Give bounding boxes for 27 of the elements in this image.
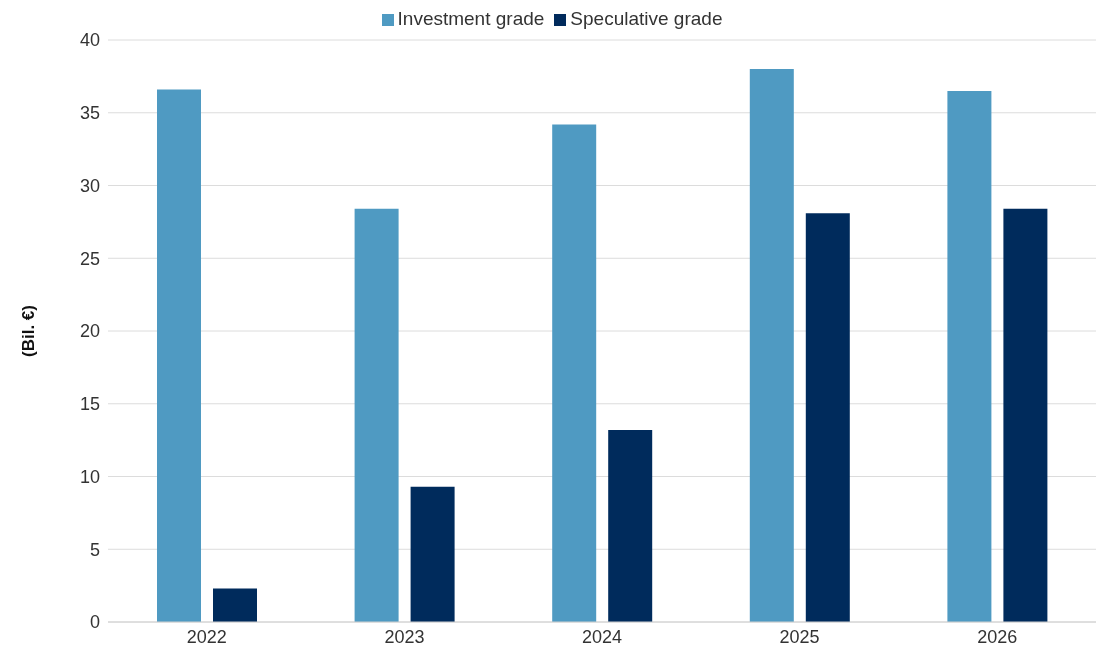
legend-label: Speculative grade [570,8,723,29]
x-tick-label: 2026 [977,626,1018,647]
bar [157,89,201,622]
y-tick-label: 30 [79,175,100,196]
bar [213,588,257,622]
x-tick-label: 2025 [779,626,820,647]
bar [749,69,794,622]
bar [410,486,455,622]
x-tick-label: 2023 [384,626,425,647]
y-tick-label: 10 [79,466,100,487]
bar [805,213,850,622]
bar [552,124,597,622]
legend-label: Investment grade [397,8,545,29]
y-tick-label: 25 [79,248,100,269]
y-tick-label: 35 [79,103,100,124]
bar [947,90,992,622]
x-tick-label: 2022 [186,626,227,647]
bar [608,429,653,622]
y-tick-label: 40 [79,30,100,51]
x-tick-label: 2024 [581,626,623,647]
bar [1003,208,1048,622]
y-tick-label: 5 [89,539,100,560]
bar [354,208,399,622]
y-axis-title: (Bil. €) [19,305,39,357]
y-tick-label: 0 [89,612,100,633]
y-tick-label: 15 [79,394,100,415]
y-tick-label: 20 [79,321,100,342]
